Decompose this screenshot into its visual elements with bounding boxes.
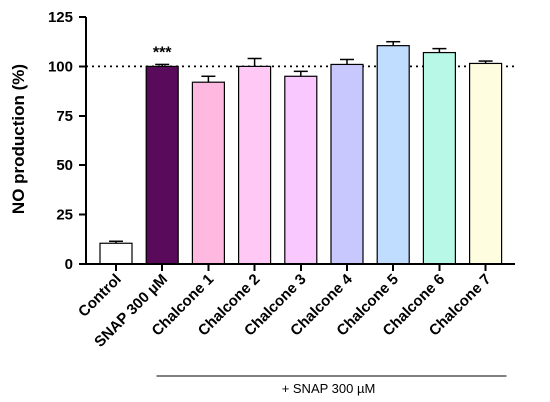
y-tick-label: 75	[56, 108, 73, 125]
y-tick-label: 125	[48, 9, 73, 26]
bar	[145, 65, 179, 265]
error-bars-group	[109, 40, 493, 244]
y-tick-label: 25	[56, 207, 73, 224]
bar	[330, 63, 364, 265]
bar	[469, 62, 503, 265]
y-axis: 0 25 50 75 100 125	[48, 9, 87, 273]
bar	[422, 51, 456, 265]
y-tick-label: 100	[48, 58, 73, 75]
group-bracket-label: + SNAP 300 µM	[282, 381, 376, 396]
y-tick-label: 50	[56, 157, 73, 174]
bar	[99, 242, 133, 265]
bars-group	[99, 45, 503, 265]
bar	[238, 65, 272, 265]
significance-annotation: ***	[153, 44, 172, 61]
annotations-group: ***	[153, 44, 172, 61]
group-bracket: + SNAP 300 µM	[156, 375, 507, 396]
y-tick-label: 0	[65, 256, 73, 273]
bar	[191, 81, 225, 265]
bar	[284, 75, 318, 265]
bar	[376, 45, 410, 265]
y-axis-title: NO production (%)	[9, 64, 28, 214]
